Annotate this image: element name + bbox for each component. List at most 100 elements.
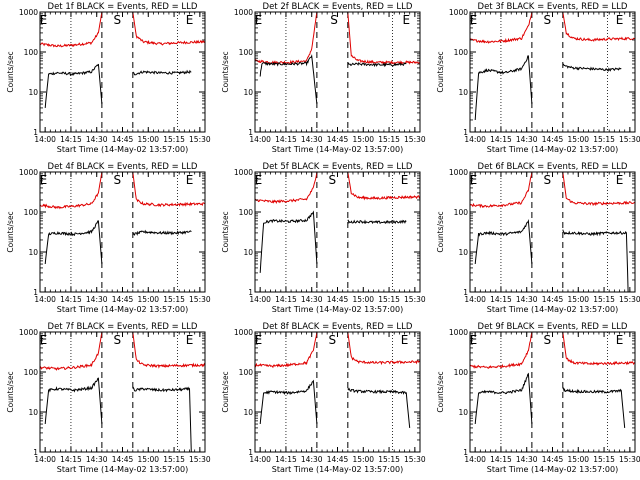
y-tick-label: 10 — [243, 88, 253, 97]
x-tick-label: 15:00 — [352, 455, 374, 464]
x-tick-label: 15:00 — [567, 135, 589, 144]
lld-series-line — [132, 12, 205, 46]
axes-frame — [39, 331, 206, 453]
x-tick-label: 14:30 — [516, 135, 538, 144]
events-series-line — [562, 229, 629, 292]
events-series-line — [259, 54, 318, 105]
x-tick-label: 14:45 — [327, 135, 349, 144]
x-axis-label: Start Time (14-May-02 13:57:00) — [272, 305, 403, 314]
x-tick-label: 15:15 — [593, 135, 615, 144]
y-tick-label: 1 — [463, 128, 468, 137]
x-tick-label: 14:00 — [249, 135, 271, 144]
event-marker-label: E — [186, 333, 194, 347]
y-tick-label: 10 — [458, 248, 468, 257]
events-series-line — [347, 61, 407, 68]
lld-series-line — [470, 172, 533, 209]
y-tick-label: 1000 — [234, 8, 253, 17]
event-marker-label: S — [114, 13, 122, 27]
x-tick-label: 15:15 — [378, 455, 400, 464]
event-marker-label: S — [330, 13, 338, 27]
y-tick-label: 1 — [33, 128, 38, 137]
x-tick-label: 14:00 — [249, 295, 271, 304]
x-tick-label: 14:45 — [112, 135, 134, 144]
y-tick-label: 1 — [33, 448, 38, 457]
y-axis-label: Counts/sec — [6, 51, 15, 92]
y-tick-label: 1 — [248, 448, 253, 457]
y-axis-label: Counts/sec — [221, 371, 230, 412]
event-marker-label: E — [40, 173, 48, 187]
y-tick-label: 1 — [248, 128, 253, 137]
y-tick-label: 10 — [243, 408, 253, 417]
event-marker-label: E — [470, 13, 478, 27]
plot-area — [470, 332, 635, 452]
x-tick-label: 14:30 — [86, 455, 108, 464]
events-series-line — [132, 386, 192, 452]
x-tick-label: 15:15 — [378, 295, 400, 304]
x-axis-label: Start Time (14-May-02 13:57:00) — [487, 145, 618, 154]
y-tick-label: 1 — [463, 448, 468, 457]
panel-title: Det 4f BLACK = Events, RED = LLD — [48, 162, 198, 172]
events-series-line — [474, 55, 533, 121]
x-tick-label: 14:30 — [86, 135, 108, 144]
x-tick-label: 14:45 — [327, 455, 349, 464]
lld-series-line — [40, 12, 103, 48]
axes-frame — [254, 11, 421, 133]
x-tick-label: 15:30 — [404, 295, 426, 304]
y-tick-label: 1000 — [449, 8, 468, 17]
event-marker-label: S — [544, 173, 552, 187]
lld-series-line — [470, 12, 533, 44]
panel-title: Det 6f BLACK = Events, RED = LLD — [478, 162, 628, 172]
lld-series-line — [255, 332, 318, 369]
x-tick-label: 14:00 — [34, 135, 56, 144]
x-tick-label: 15:15 — [593, 295, 615, 304]
y-axis-label: Counts/sec — [436, 51, 445, 92]
x-tick-label: 14:00 — [464, 295, 486, 304]
event-marker-label: S — [114, 333, 122, 347]
y-tick-label: 100 — [239, 208, 254, 217]
y-tick-label: 1000 — [19, 168, 38, 177]
y-tick-label: 100 — [454, 368, 469, 377]
lld-series-line — [347, 332, 420, 366]
events-series-line — [259, 379, 318, 425]
x-tick-label: 14:45 — [327, 295, 349, 304]
x-tick-label: 15:00 — [567, 455, 589, 464]
plot-area — [40, 12, 205, 132]
event-marker-label: E — [616, 13, 624, 27]
plot-area — [470, 172, 635, 292]
x-tick-label: 15:00 — [137, 135, 159, 144]
lld-series-line — [40, 332, 103, 371]
y-tick-label: 1000 — [234, 168, 253, 177]
event-marker-label: E — [401, 333, 409, 347]
y-tick-label: 1 — [463, 288, 468, 297]
events-series-line — [347, 387, 411, 428]
x-tick-label: 14:15 — [275, 295, 297, 304]
panel-title: Det 2f BLACK = Events, RED = LLD — [263, 2, 413, 12]
event-marker-label: S — [329, 173, 337, 187]
x-tick-label: 14:15 — [490, 455, 512, 464]
lld-series-line — [562, 12, 635, 42]
events-series-line — [44, 377, 103, 425]
y-tick-label: 10 — [458, 408, 468, 417]
lld-series-line — [347, 12, 420, 65]
y-tick-label: 10 — [458, 88, 468, 97]
plot-area — [470, 12, 635, 132]
x-tick-label: 14:15 — [60, 455, 82, 464]
x-axis-label: Start Time (14-May-02 13:57:00) — [272, 145, 403, 154]
x-axis-label: Start Time (14-May-02 13:57:00) — [57, 305, 188, 314]
event-marker-label: E — [401, 173, 409, 187]
panel-title: Det 7f BLACK = Events, RED = LLD — [48, 322, 198, 332]
event-marker-label: E — [186, 173, 194, 187]
x-tick-label: 14:15 — [275, 455, 297, 464]
event-marker-label: E — [186, 13, 194, 27]
event-marker-label: S — [114, 173, 122, 187]
x-tick-label: 14:30 — [301, 135, 323, 144]
y-tick-label: 100 — [24, 208, 39, 217]
events-series-line — [259, 210, 318, 273]
lld-series-line — [562, 172, 635, 207]
x-tick-label: 14:30 — [301, 295, 323, 304]
axes-frame — [469, 171, 636, 293]
